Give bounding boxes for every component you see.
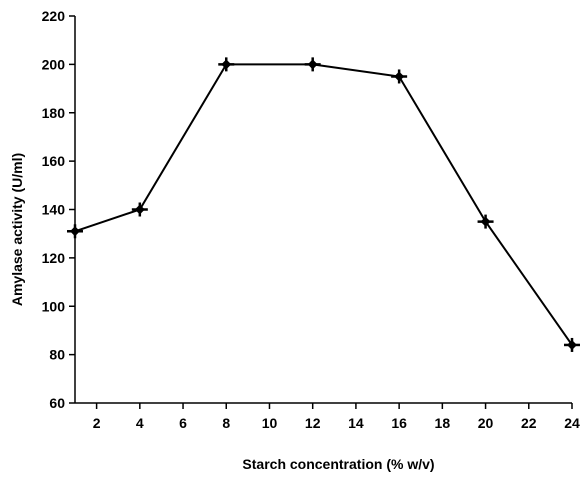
x-tick-label: 10 <box>262 415 278 431</box>
x-tick-label: 18 <box>435 415 451 431</box>
data-point-marker <box>304 57 321 72</box>
data-point-marker <box>131 202 148 217</box>
y-tick-label: 140 <box>42 202 66 218</box>
x-tick-label: 6 <box>179 415 187 431</box>
y-tick-label: 60 <box>49 395 65 411</box>
data-point-marker <box>564 337 580 352</box>
data-point-marker <box>391 69 408 84</box>
x-tick-label: 22 <box>521 415 537 431</box>
x-tick-label: 24 <box>564 415 580 431</box>
y-tick-label: 80 <box>49 347 65 363</box>
x-tick-label: 8 <box>222 415 230 431</box>
y-axis-ticks: 60 80 100 120 140 160 180 200 220 <box>42 8 75 411</box>
data-point-marker <box>67 224 83 239</box>
y-tick-label: 180 <box>42 105 66 121</box>
y-tick-label: 200 <box>42 56 66 72</box>
data-point-marker <box>477 214 494 229</box>
y-axis-title: Amylase activity (U/ml) <box>9 153 25 306</box>
y-tick-label: 160 <box>42 153 66 169</box>
x-tick-label: 12 <box>305 415 321 431</box>
y-tick-label: 100 <box>42 298 66 314</box>
x-tick-label: 14 <box>348 415 364 431</box>
series-markers <box>67 57 580 352</box>
x-tick-label: 2 <box>93 415 101 431</box>
x-tick-label: 4 <box>136 415 144 431</box>
series-line <box>74 63 573 346</box>
y-tick-label: 120 <box>42 250 66 266</box>
data-point-marker <box>218 57 235 72</box>
x-axis-title: Starch concentration (% w/v) <box>242 456 434 472</box>
x-tick-label: 20 <box>478 415 494 431</box>
y-tick-label: 220 <box>42 8 66 24</box>
x-axis-ticks: 2 4 6 8 10 12 14 16 18 20 22 24 <box>93 403 580 431</box>
x-tick-label: 16 <box>391 415 407 431</box>
